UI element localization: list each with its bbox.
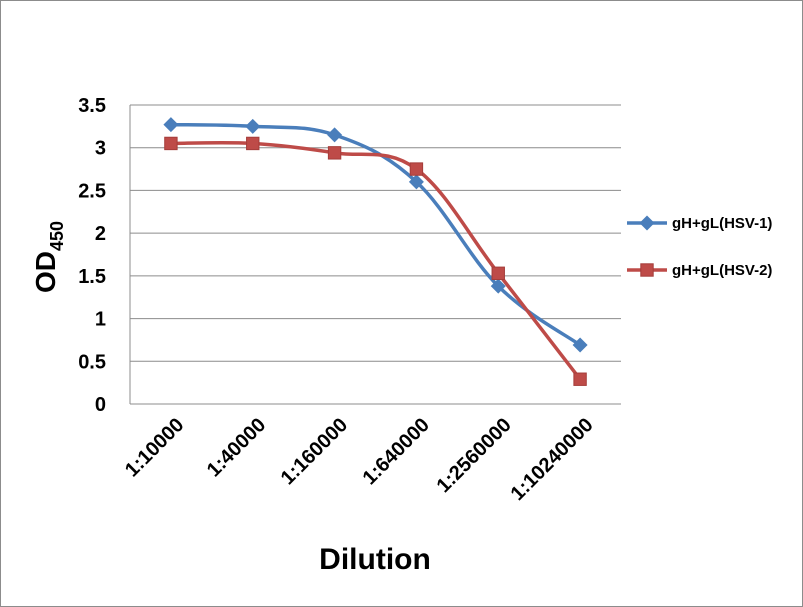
series-marker-diamond xyxy=(163,117,179,133)
y-axis-title: OD450 xyxy=(30,221,67,293)
y-tick-label: 0 xyxy=(95,394,106,416)
y-axis-title-subscript: 450 xyxy=(47,221,67,251)
series-group xyxy=(163,117,588,386)
axes xyxy=(129,105,621,405)
series-marker-square xyxy=(246,136,260,151)
series-marker-square xyxy=(409,162,424,176)
series-marker-diamond xyxy=(245,118,261,134)
series-marker-diamond xyxy=(639,215,655,231)
y-tick-label: 0.5 xyxy=(78,351,106,373)
series-line xyxy=(170,122,582,347)
y-tick-label: 3.5 xyxy=(78,95,106,117)
series-marker-diamond xyxy=(327,127,343,143)
series-marker-square xyxy=(164,136,178,151)
x-tick-labels: 1:10000 1:40000 1:160000 1:6400001:25600001… xyxy=(121,414,598,505)
legend-label: gH+gL(HSV-2) xyxy=(672,262,772,279)
y-tick-label: 2.5 xyxy=(78,180,106,202)
legend: gH+gL(HSV-1) gH+gL(HSV-2) xyxy=(627,215,772,279)
series-marker-square xyxy=(640,263,654,277)
series-1 xyxy=(163,117,588,353)
legend-item: gH+gL(HSV-2) xyxy=(627,262,772,279)
series-marker-diamond xyxy=(490,278,506,294)
series-marker-diamond xyxy=(572,337,588,353)
x-tick-label: 1:160000 xyxy=(277,414,352,489)
y-tick-labels: 0 0.5 1 1.5 2 2.5 3 3.5 xyxy=(78,95,106,416)
legend-label: gH+gL(HSV-1) xyxy=(672,215,772,232)
series-marker-square xyxy=(573,372,587,386)
y-tick-label: 1 xyxy=(95,309,106,331)
series-marker-diamond xyxy=(408,174,424,190)
gridlines xyxy=(130,104,621,362)
series-line xyxy=(170,140,582,381)
y-axis-title-main: OD xyxy=(30,251,61,293)
x-tick-label: 1:10000 xyxy=(121,414,188,481)
y-tick-label: 1.5 xyxy=(78,266,106,288)
series-2 xyxy=(164,136,587,386)
series-marker-square xyxy=(327,146,342,160)
y-tick-label: 2 xyxy=(95,223,106,245)
x-tick-label: 1:40000 xyxy=(203,414,270,481)
x-tick-label: 1:640000 xyxy=(359,414,434,489)
x-tick-label: 1:10240000 xyxy=(507,414,598,505)
x-tick-label: 1:2560000 xyxy=(433,414,516,497)
y-tick-label: 3 xyxy=(95,138,106,160)
series-marker-square xyxy=(491,266,505,280)
legend-item: gH+gL(HSV-1) xyxy=(627,215,772,232)
x-axis-title: Dilution xyxy=(319,543,431,576)
